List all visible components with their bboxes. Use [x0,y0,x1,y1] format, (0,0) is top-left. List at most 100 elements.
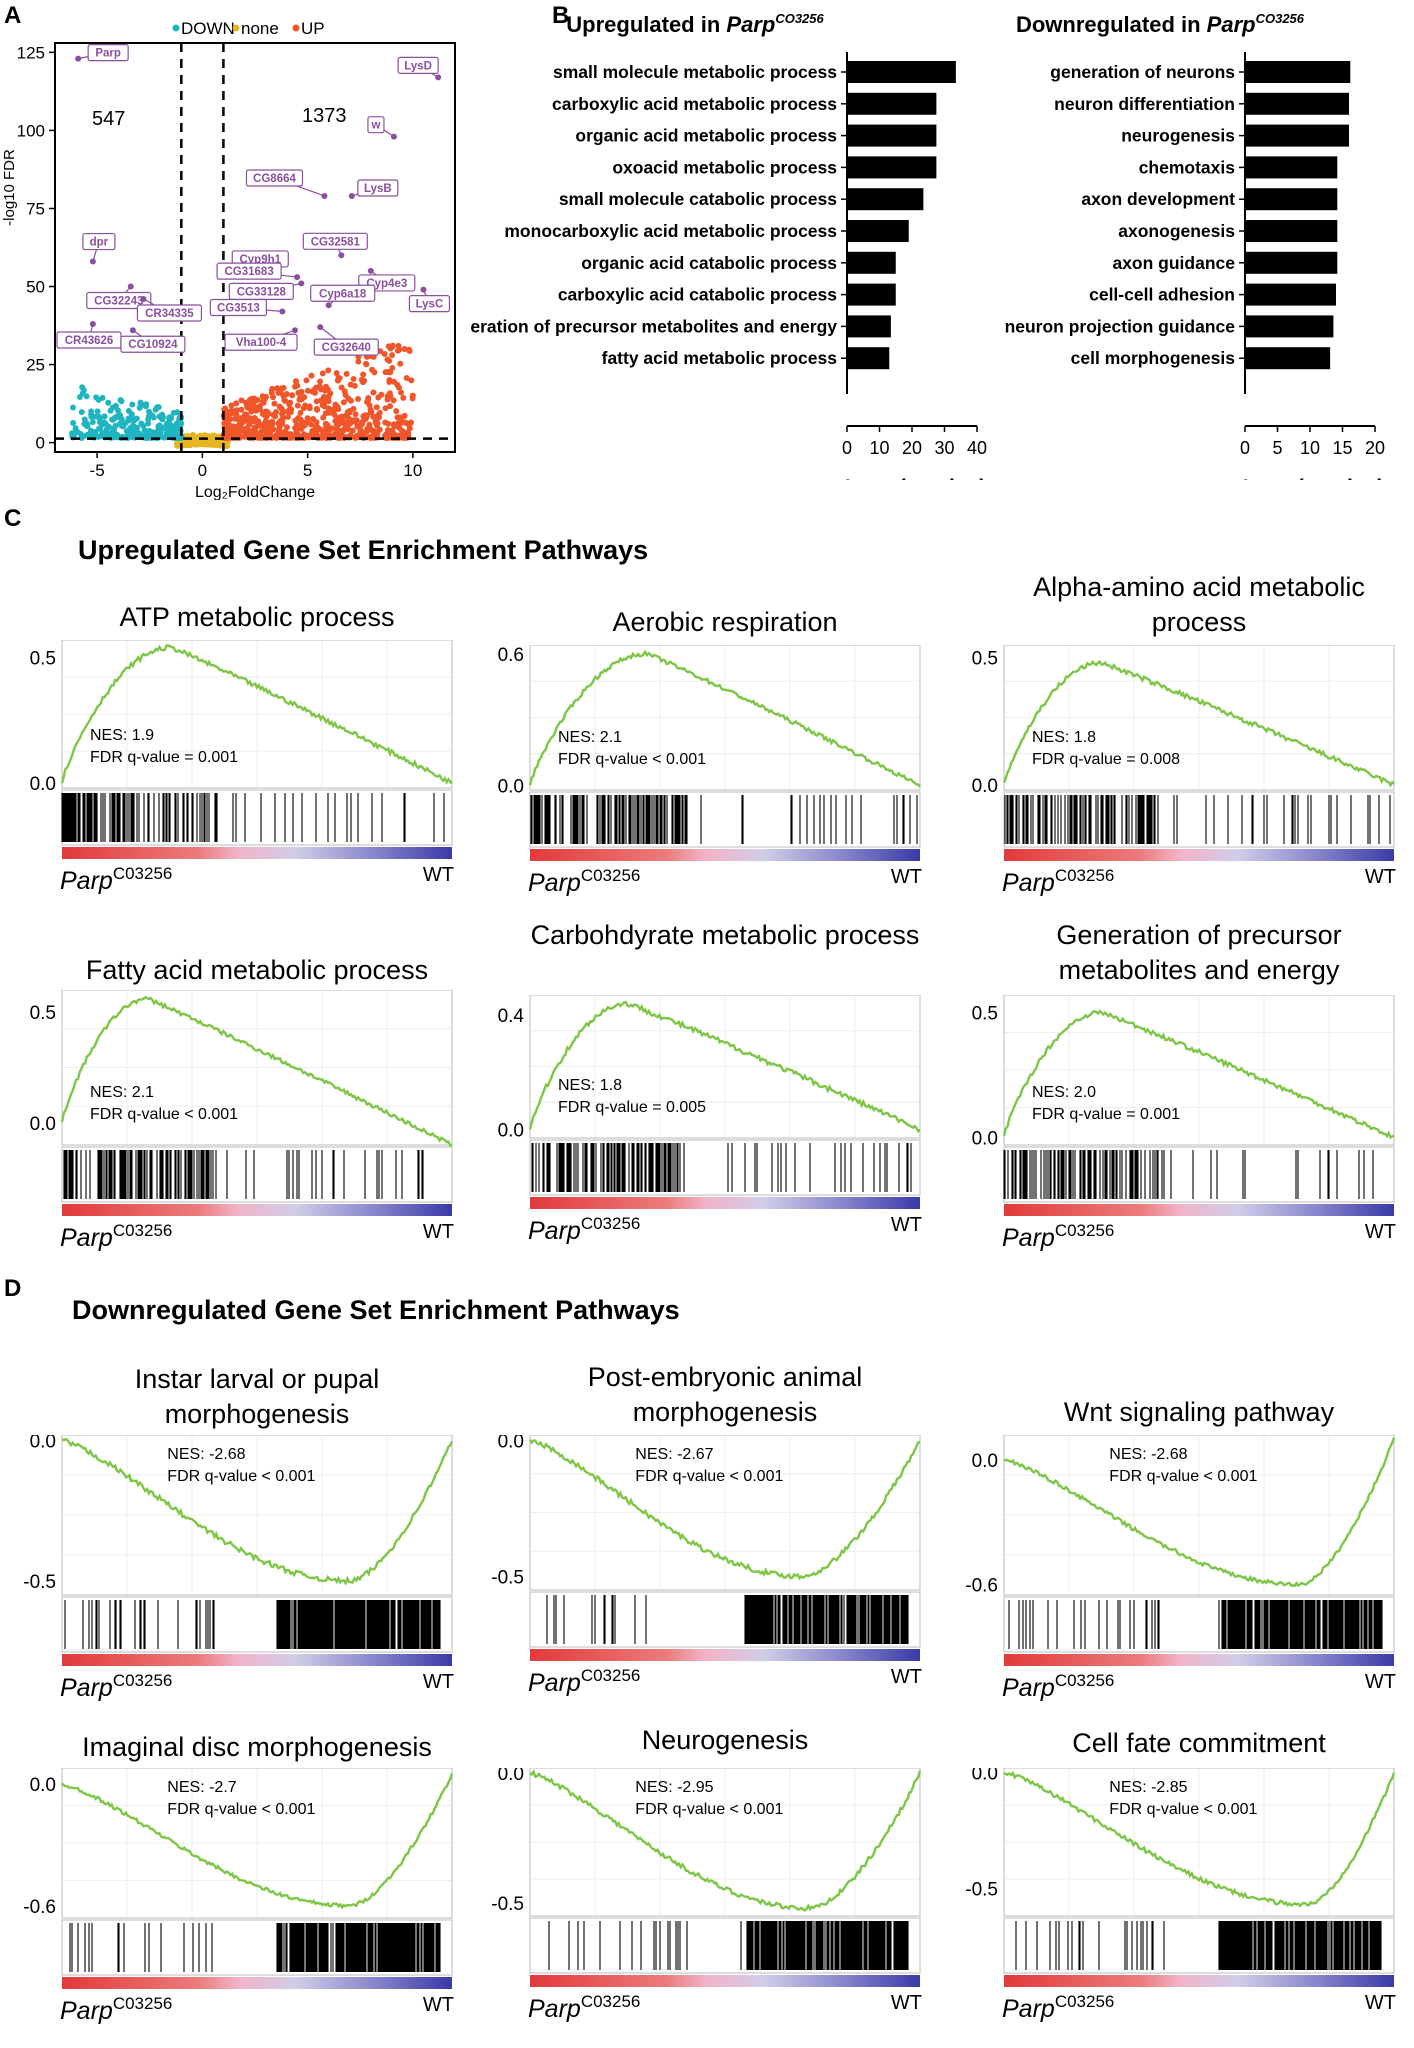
gsea-rank-bar [530,1975,920,1987]
point-up [313,398,320,405]
point-down [149,412,156,419]
gene-point-CR43626 [89,320,96,327]
gsea-title: ATP metabolic process [119,602,395,632]
gene-box-Vha100-4 [224,333,298,351]
point-down [165,428,172,435]
point-up [248,408,255,415]
point-up [395,384,402,391]
gene-box-w [367,116,385,134]
gsea-plot: 0.5 0.0 NES: 1.8 FDR q-value = 0.008 ParpC03… [972,645,1396,897]
gsea-ytick-label: -0.6 [965,1576,998,1597]
gsea-hits-frame [529,1139,921,1196]
gsea-left-label: ParpC03256 [1002,866,1114,897]
xtick-label: 0 [198,461,207,480]
point-up [369,427,376,434]
gsea-title: Wnt signaling pathway [1063,1397,1335,1427]
point-down [125,407,132,414]
point-up [344,409,351,416]
point-up [269,420,276,427]
point-up [398,389,405,396]
point-up [397,414,404,421]
gsea-right-label: WT [891,1666,922,1688]
gsea-right-label: WT [423,1221,454,1243]
point-down [113,434,120,441]
point-up [297,409,304,416]
gsea-right-label: WT [1365,866,1396,888]
gene-labels: ParpLysDwCG8664LysBCG32581dprCyp9h1CG316… [56,44,451,356]
point-up [246,396,253,403]
gene-box-CG31683 [216,262,282,280]
point-up [394,421,401,428]
gsea-right-label: WT [891,1992,922,2014]
gsea-plot: 0.0 -0.5 NES: -2.95 FDR q-value < 0.001 Parp… [491,1768,922,2023]
gsea-hits [64,1600,441,1649]
ytick-label: 0 [36,434,45,453]
point-down [99,394,106,401]
point-up [303,377,310,384]
point-up [353,417,360,424]
gsea-nes: NES: 2.1 [90,1084,154,1101]
point-down [70,404,77,411]
point-up [350,376,357,383]
point-up [251,424,258,431]
gsea-title: Alpha-amino acid metabolic process [1033,572,1365,637]
gsea-left-label: ParpC03256 [528,1666,640,1697]
gsea-ytick-label: -0.5 [491,1894,524,1915]
volcano-plot: DOWN none UP 547 1373 Parp LysD w CG8664 LysB CG32… [1,19,456,500]
gsea-ytick-label: 0.6 [498,645,524,666]
gsea-hits-frame [1003,791,1395,848]
point-down [77,430,84,437]
gsea-plot: 0.0 -0.5 NES: -2.85 FDR q-value < 0.001 Parp… [965,1768,1396,2023]
gsea-title: Aerobic respiration [612,607,838,637]
go-bar [847,347,890,370]
point-down [139,401,146,408]
gsea-frame [529,995,921,1139]
point-up [320,414,327,421]
go-bar [1245,124,1349,147]
gene-box-CG3513 [209,298,267,317]
point-down [170,409,177,416]
point-down [76,394,83,401]
point-up [247,418,254,425]
point-up [333,416,340,423]
point-none [205,440,212,447]
go-down-bar-chart: Downregulated in ParpCO3256 generation of… [1005,11,1385,480]
gsea-left-label: ParpC03256 [60,1994,172,2025]
gene-point-CG32640 [317,324,324,331]
point-up [314,406,321,413]
go-category-label: cell morphogenesis [1071,348,1236,368]
point-up [265,410,272,417]
gsea-title: Neurogenesis [641,1725,809,1755]
gsea-plot: 0.5 0.0 NES: 2.1 FDR q-value < 0.001 ParpC03… [30,990,454,1252]
point-down [70,419,77,426]
point-up [277,389,284,396]
gene-box-CG32243 [86,291,152,310]
panel-a-label: A [4,2,22,29]
gsea-ytick-label: -0.5 [965,1879,998,1900]
point-up [333,430,340,437]
gsea-left-label: ParpC03256 [60,864,172,895]
point-up [355,395,362,402]
gsea-plot: 0.5 0.0 NES: 1.9 FDR q-value = 0.001 ParpC03… [30,640,454,895]
gsea-ytick-label: 0.0 [972,1129,998,1150]
go-bar [847,251,896,274]
point-up [360,379,367,386]
point-up [279,417,286,424]
gsea-fdr: FDR q-value < 0.001 [558,751,706,768]
point-up [317,378,324,385]
go-xtick-label: 0 [842,438,852,458]
gsea-ytick-label: -0.5 [491,1567,524,1588]
gene-point-CG31683 [294,274,301,281]
point-up [352,411,359,418]
gsea-plot: 0.0 -0.5 NES: -2.68 FDR q-value < 0.001 Parp… [23,1435,454,1702]
point-down [114,407,121,414]
point-up [238,406,245,413]
go-bar [1245,188,1338,211]
go-bar [847,188,924,211]
go-xtick-label: 30 [934,438,954,458]
go-xtick-label: 40 [967,438,987,458]
gsea-rank-bar [62,1204,452,1216]
go-up-bar-chart: Upregulated in ParpCO3256 small molecule … [470,11,987,480]
gsea-rank-bar [1004,1204,1394,1216]
go-category-label: neuron differentiation [1054,94,1235,114]
